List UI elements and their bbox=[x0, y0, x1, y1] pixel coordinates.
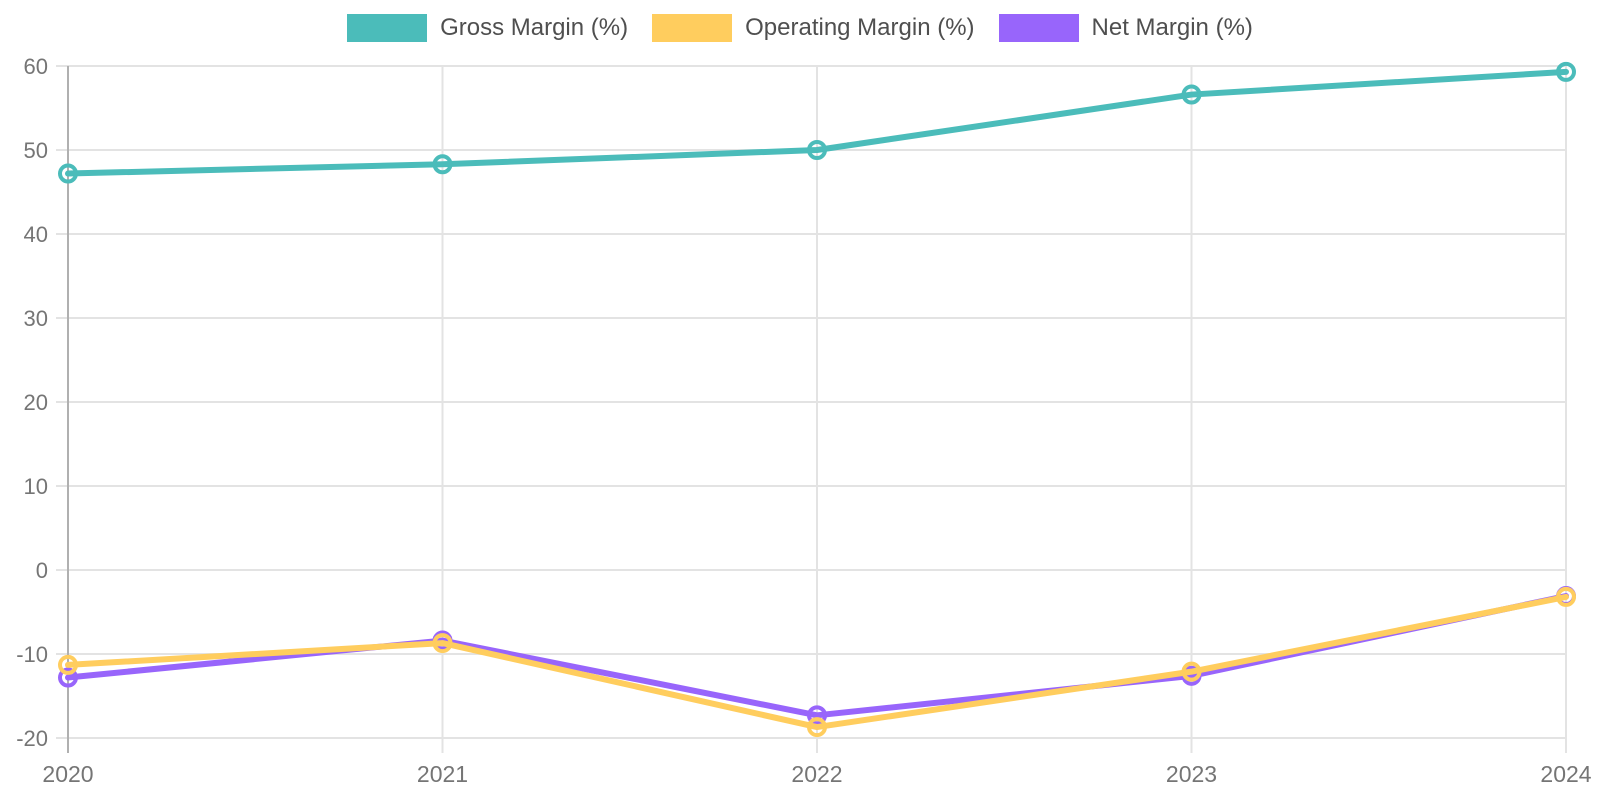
data-point-operating-margin-2022[interactable] bbox=[807, 717, 827, 738]
legend-label: Gross Margin (%) bbox=[440, 14, 629, 41]
y-tick-label: 30 bbox=[24, 306, 48, 331]
data-point-gross-margin-2023[interactable] bbox=[1181, 84, 1202, 105]
gridlines bbox=[56, 65, 1567, 753]
series-line-operating-margin bbox=[65, 593, 1569, 731]
data-point-operating-margin-2024[interactable] bbox=[1556, 586, 1576, 607]
y-tick-label: 60 bbox=[24, 54, 48, 79]
y-tick-label: 10 bbox=[24, 474, 48, 499]
data-point-gross-margin-2020[interactable] bbox=[58, 163, 78, 184]
series-gross-margin bbox=[58, 61, 1576, 184]
legend-label: Net Margin (%) bbox=[1091, 14, 1253, 41]
data-point-gross-margin-2021[interactable] bbox=[432, 154, 453, 175]
y-axis-labels: -20 -10 0 10 20 30 40 50 60 bbox=[16, 54, 48, 751]
legend-item-gross-margin[interactable]: Gross Margin (%) bbox=[347, 14, 628, 42]
legend-item-net-margin[interactable]: Net Margin (%) bbox=[998, 14, 1253, 42]
x-tick-label: 2021 bbox=[417, 761, 468, 787]
x-tick-label: 2023 bbox=[1166, 761, 1217, 787]
legend-label: Operating Margin (%) bbox=[745, 14, 975, 41]
data-point-operating-margin-2023[interactable] bbox=[1181, 661, 1202, 682]
y-tick-label: 50 bbox=[24, 138, 48, 163]
data-point-gross-margin-2022[interactable] bbox=[807, 140, 827, 160]
x-tick-label: 2020 bbox=[42, 761, 93, 787]
data-point-operating-margin-2021[interactable] bbox=[432, 633, 453, 654]
y-tick-label: 20 bbox=[24, 390, 48, 415]
y-tick-label: -10 bbox=[16, 642, 48, 667]
legend-swatch-gross-margin bbox=[347, 14, 428, 42]
legend-swatch-operating-margin bbox=[652, 14, 733, 42]
x-axis-labels: 2020 2021 2022 2023 2024 bbox=[42, 761, 1591, 787]
x-tick-label: 2024 bbox=[1540, 761, 1591, 787]
chart-legend: Gross Margin (%) Operating Margin (%) Net … bbox=[0, 14, 1600, 42]
data-point-operating-margin-2020[interactable] bbox=[58, 654, 78, 675]
legend-item-operating-margin[interactable]: Operating Margin (%) bbox=[652, 14, 975, 42]
x-tick-label: 2022 bbox=[791, 761, 842, 787]
series-operating-margin bbox=[58, 586, 1576, 738]
series-line-gross-margin bbox=[65, 68, 1569, 177]
data-point-gross-margin-2024[interactable] bbox=[1556, 61, 1576, 82]
y-tick-label: 0 bbox=[36, 558, 48, 583]
y-tick-label: 40 bbox=[24, 222, 48, 247]
data-point-net-margin-2022[interactable] bbox=[807, 705, 827, 726]
y-tick-label: -20 bbox=[16, 726, 48, 751]
legend-swatch-net-margin bbox=[998, 14, 1079, 42]
data-point-net-margin-2020[interactable] bbox=[58, 667, 78, 688]
